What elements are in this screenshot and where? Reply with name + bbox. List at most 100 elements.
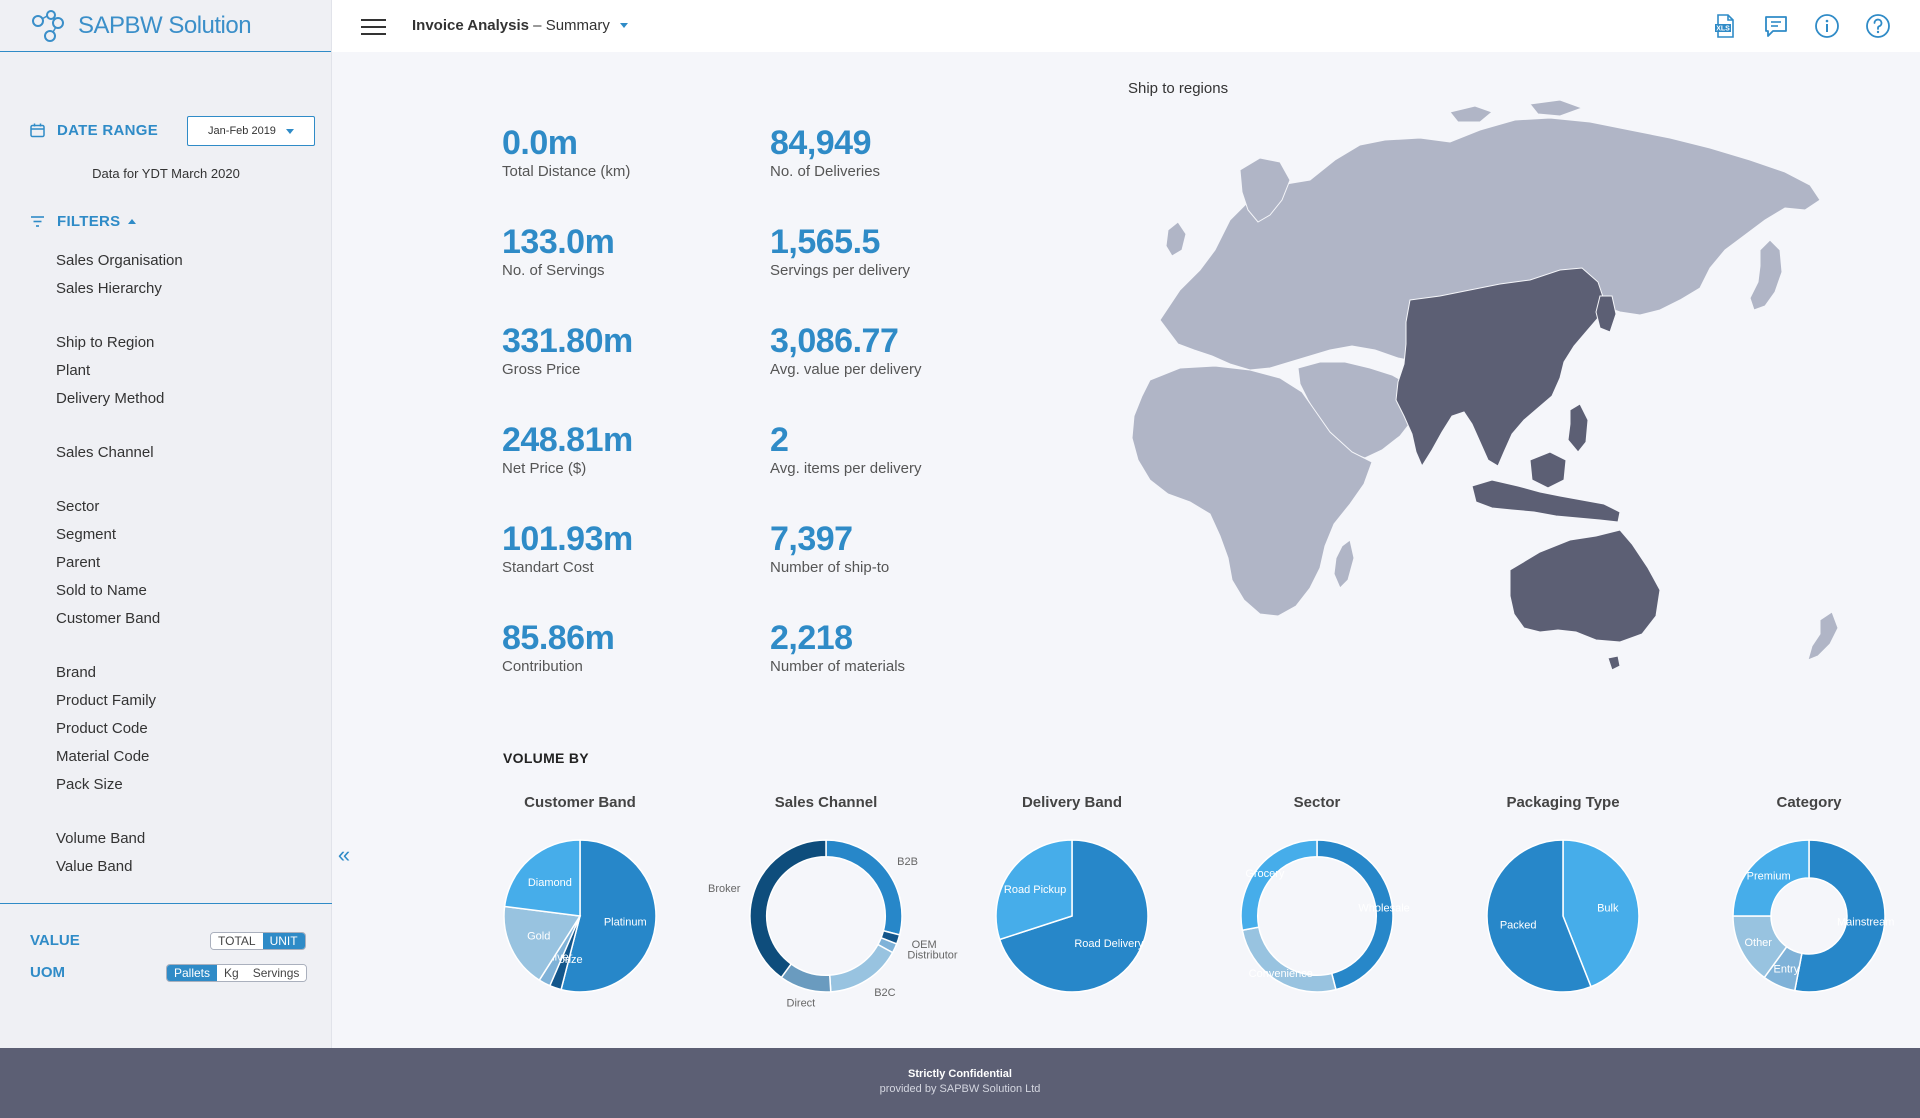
donut-chart-category[interactable]: Mainstream Entry Other Premium — [1729, 836, 1894, 996]
map-region-africa — [1131, 365, 1373, 617]
kpi-deliveries: 84,949 No. of Deliveries — [770, 123, 880, 180]
sidebar: SAPBW Solution DATE RANGE Jan-Feb 2019 D… — [0, 0, 332, 1048]
page-title[interactable]: Invoice Analysis – Summary — [412, 17, 628, 34]
map-base-regions — [1131, 100, 1839, 661]
info-icon[interactable] — [1814, 13, 1840, 39]
filter-sales-channel[interactable]: Sales Channel — [56, 444, 154, 461]
xls-export-icon[interactable]: XLS — [1712, 13, 1738, 39]
map-region-eurasia — [1159, 117, 1821, 371]
kpi-label: Net Price ($) — [502, 460, 587, 477]
map-region-madagascar — [1333, 539, 1355, 589]
value-option-unit[interactable]: UNIT — [262, 933, 305, 949]
slice-grocery[interactable] — [1240, 839, 1318, 932]
brand-name: SAPBW Solution — [78, 11, 252, 39]
kpi-value: 133.0m — [502, 223, 615, 261]
filter-customer-band[interactable]: Customer Band — [56, 610, 161, 627]
filter-parent[interactable]: Parent — [56, 554, 101, 571]
comment-icon[interactable] — [1763, 13, 1789, 39]
slice-b2c[interactable] — [828, 943, 894, 993]
slice-convenience[interactable] — [1241, 926, 1337, 993]
help-icon[interactable] — [1865, 13, 1891, 39]
kpi-value: 2,218 — [770, 619, 853, 657]
pie-title-sector: Sector — [1293, 794, 1341, 811]
value-option-total[interactable]: TOTAL — [211, 933, 263, 949]
donut-chart-sector[interactable]: Wholesale Convenience Grocery — [1237, 836, 1410, 996]
kpi-standard-cost: 101.93m Standart Cost — [502, 519, 633, 576]
map-region-borneo — [1529, 451, 1567, 489]
kpi-label: Contribution — [502, 658, 583, 675]
slice-packed[interactable] — [1486, 839, 1592, 993]
date-range-select[interactable]: Jan-Feb 2019 — [187, 116, 315, 146]
slice-mainstream[interactable] — [1793, 839, 1886, 993]
slice-road-pickup[interactable] — [995, 839, 1073, 941]
kpi-contribution: 85.86m Contribution — [502, 618, 615, 675]
kpi-label: Total Distance (km) — [502, 163, 631, 180]
map-region-australia — [1509, 529, 1661, 643]
kpi-avg-value-per-delivery: 3,086.77 Avg. value per delivery — [770, 321, 921, 378]
filter-product-code[interactable]: Product Code — [56, 720, 148, 737]
slice-premium[interactable] — [1732, 839, 1810, 917]
pie-chart-packaging-type[interactable]: Bulk Packed — [1483, 836, 1643, 996]
brand[interactable]: SAPBW Solution — [0, 0, 331, 52]
slice-label-mainstream: Mainstream — [1837, 916, 1894, 928]
filter-product-family[interactable]: Product Family — [56, 692, 157, 709]
slice-diamond[interactable] — [503, 839, 581, 917]
slice-broker[interactable] — [749, 839, 827, 979]
calendar-icon — [30, 123, 45, 138]
map-region-tasmania — [1607, 655, 1621, 671]
filter-sales-organisation[interactable]: Sales Organisation — [56, 252, 183, 269]
slice-gold[interactable] — [503, 905, 582, 982]
slice-bulk[interactable] — [1562, 839, 1640, 988]
ship-to-regions-map[interactable] — [1120, 100, 1900, 710]
kpi-label: Avg. items per delivery — [770, 460, 922, 477]
filter-sold-to-name[interactable]: Sold to Name — [56, 582, 147, 599]
kpi-servings: 133.0m No. of Servings — [502, 222, 615, 279]
uom-option-servings[interactable]: Servings — [245, 965, 307, 981]
slice-road-delivery[interactable] — [998, 839, 1149, 993]
map-region-japan — [1749, 239, 1783, 311]
filter-delivery-method[interactable]: Delivery Method — [56, 390, 165, 407]
slice-b2b[interactable] — [825, 839, 903, 936]
chevron-up-icon — [128, 219, 137, 224]
map-region-scandinavia — [1239, 157, 1291, 223]
date-range-value: Jan-Feb 2019 — [208, 125, 276, 137]
kpi-value: 248.81m — [502, 421, 633, 459]
pie-chart-delivery-band[interactable]: Road Delivery Road Pickup — [992, 836, 1152, 996]
slice-label-gold: Gold — [527, 930, 550, 942]
filter-segment[interactable]: Segment — [56, 526, 117, 543]
kpi-total-distance: 0.0m Total Distance (km) — [502, 123, 630, 180]
filter-pack-size[interactable]: Pack Size — [56, 776, 123, 793]
menu-icon[interactable] — [361, 19, 386, 35]
kpi-label: Number of ship-to — [770, 559, 890, 576]
map-region-uk — [1165, 221, 1187, 257]
filter-sector[interactable]: Sector — [56, 498, 100, 515]
kpi-value: 7,397 — [770, 520, 853, 558]
filter-ship-to-region[interactable]: Ship to Region — [56, 334, 155, 351]
kpi-value: 85.86m — [502, 619, 615, 657]
sidebar-divider — [0, 903, 332, 904]
slice-label-platinum: Platinum — [604, 917, 647, 929]
uom-option-pallets[interactable]: Pallets — [167, 965, 218, 981]
filter-sales-hierarchy[interactable]: Sales Hierarchy — [56, 280, 162, 297]
pie-title-packaging-type: Packaging Type — [1506, 794, 1620, 811]
uom-option-kg[interactable]: Kg — [217, 965, 246, 981]
kpi-value: 101.93m — [502, 520, 633, 558]
kpi-label: Standart Cost — [502, 559, 594, 576]
filter-plant[interactable]: Plant — [56, 362, 91, 379]
slice-platinum[interactable] — [560, 839, 657, 993]
filter-material-code[interactable]: Material Code — [56, 748, 150, 765]
map-region-philippines — [1567, 403, 1589, 453]
map-title: Ship to regions — [1128, 80, 1229, 97]
filter-volume-band[interactable]: Volume Band — [56, 830, 146, 847]
pie-title-category: Category — [1776, 794, 1842, 811]
slice-label-grocery: Grocery — [1245, 868, 1285, 880]
volume-by-heading: VOLUME BY — [503, 750, 589, 766]
filters-toggle[interactable]: FILTERS — [30, 213, 137, 230]
collapse-sidebar-button[interactable]: « — [337, 842, 351, 867]
slice-label-packed: Packed — [1500, 920, 1537, 932]
filter-brand[interactable]: Brand — [56, 664, 97, 681]
slice-wholesale[interactable] — [1316, 839, 1394, 991]
filter-value-band[interactable]: Value Band — [56, 858, 133, 875]
